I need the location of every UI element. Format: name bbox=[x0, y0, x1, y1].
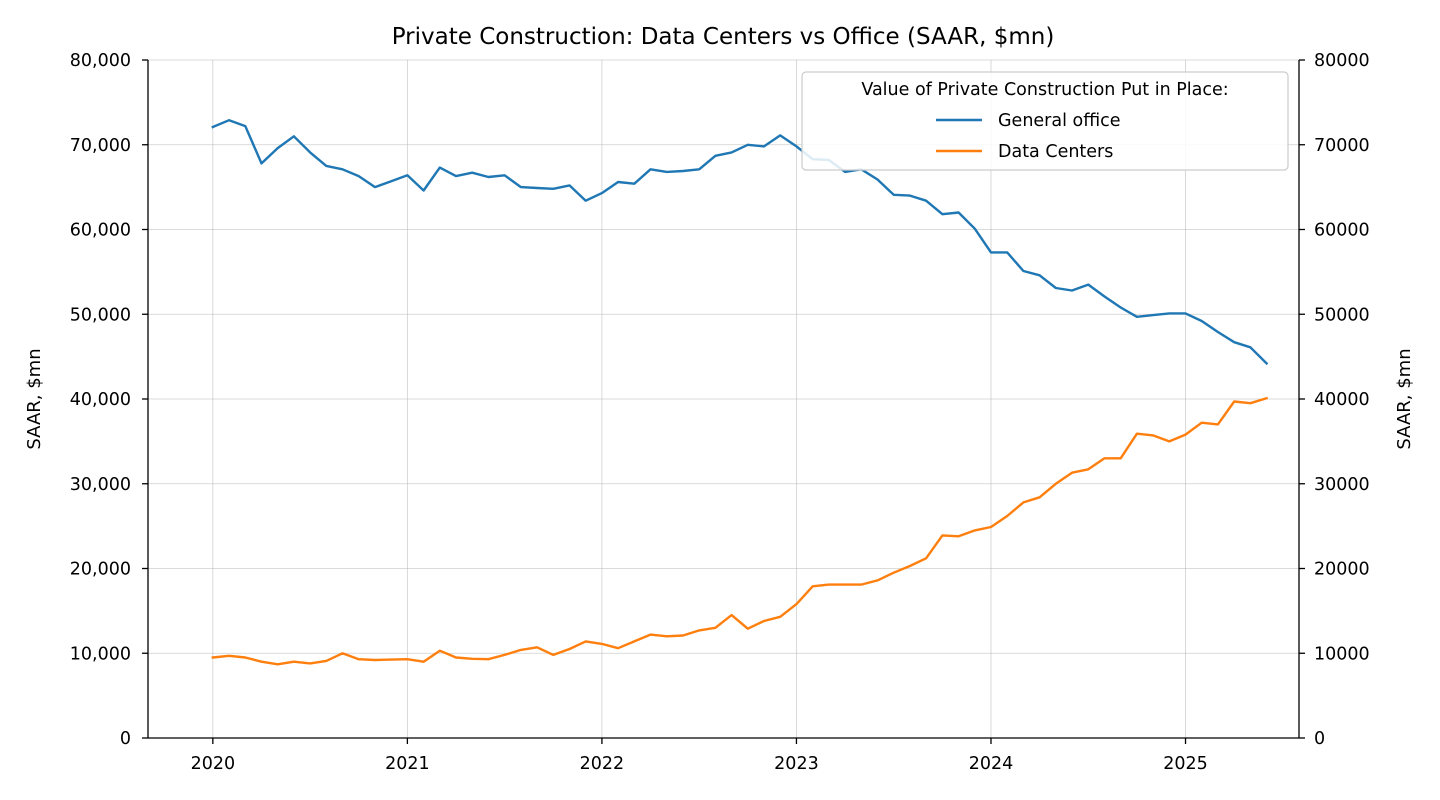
x-axis: 2020 2021 2022 2023 2024 2025 bbox=[191, 738, 1208, 774]
left-y-tick-label: 80,000 bbox=[70, 51, 131, 71]
left-y-tick-label: 40,000 bbox=[70, 390, 131, 410]
right-y-tick-label: 0 bbox=[1314, 729, 1325, 749]
left-y-tick-label: 70,000 bbox=[70, 136, 131, 156]
left-y-tick-label: 0 bbox=[120, 729, 131, 749]
x-tick-label: 2022 bbox=[580, 754, 625, 774]
left-y-axis: 0 10,000 20,000 30,000 40,000 50,000 60,000 70,… bbox=[70, 51, 148, 749]
series-layer bbox=[211, 118, 1269, 666]
legend-label-data-centers: Data Centers bbox=[998, 142, 1113, 162]
left-y-tick-label: 50,000 bbox=[70, 305, 131, 325]
right-y-tick-label: 50000 bbox=[1314, 305, 1370, 325]
right-y-tick-label: 40000 bbox=[1314, 390, 1370, 410]
left-y-tick-label: 30,000 bbox=[70, 475, 131, 495]
chart-title: Private Construction: Data Centers vs Of… bbox=[392, 24, 1055, 50]
series-line-general-office bbox=[211, 118, 1269, 366]
x-tick-label: 2020 bbox=[191, 754, 236, 774]
x-tick-label: 2024 bbox=[969, 754, 1014, 774]
right-y-tick-label: 60000 bbox=[1314, 221, 1370, 241]
right-y-tick-label: 20000 bbox=[1314, 560, 1370, 580]
legend-box bbox=[801, 71, 1289, 171]
right-y-tick-label: 30000 bbox=[1314, 475, 1370, 495]
right-y-axis: 0 10000 20000 30000 40000 50000 60000 70000 8000… bbox=[1299, 51, 1370, 749]
x-tick-label: 2021 bbox=[385, 754, 430, 774]
x-tick-label: 2025 bbox=[1163, 754, 1208, 774]
legend-title: Value of Private Construction Put in Pla… bbox=[861, 80, 1228, 100]
left-y-tick-label: 10,000 bbox=[70, 644, 131, 664]
x-tick-label: 2023 bbox=[774, 754, 819, 774]
left-y-tick-label: 60,000 bbox=[70, 221, 131, 241]
grid bbox=[148, 59, 1299, 739]
legend-label-general-office: General office bbox=[998, 111, 1121, 131]
left-y-tick-label: 20,000 bbox=[70, 560, 131, 580]
right-y-tick-label: 80000 bbox=[1314, 51, 1370, 71]
right-y-tick-label: 10000 bbox=[1314, 644, 1370, 664]
legend: Value of Private Construction Put in Pla… bbox=[801, 71, 1289, 171]
right-y-tick-label: 70000 bbox=[1314, 136, 1370, 156]
series-line-data-centers bbox=[211, 396, 1269, 666]
right-y-axis-label: SAAR, $mn bbox=[1394, 348, 1415, 449]
left-y-axis-label: SAAR, $mn bbox=[24, 348, 45, 449]
